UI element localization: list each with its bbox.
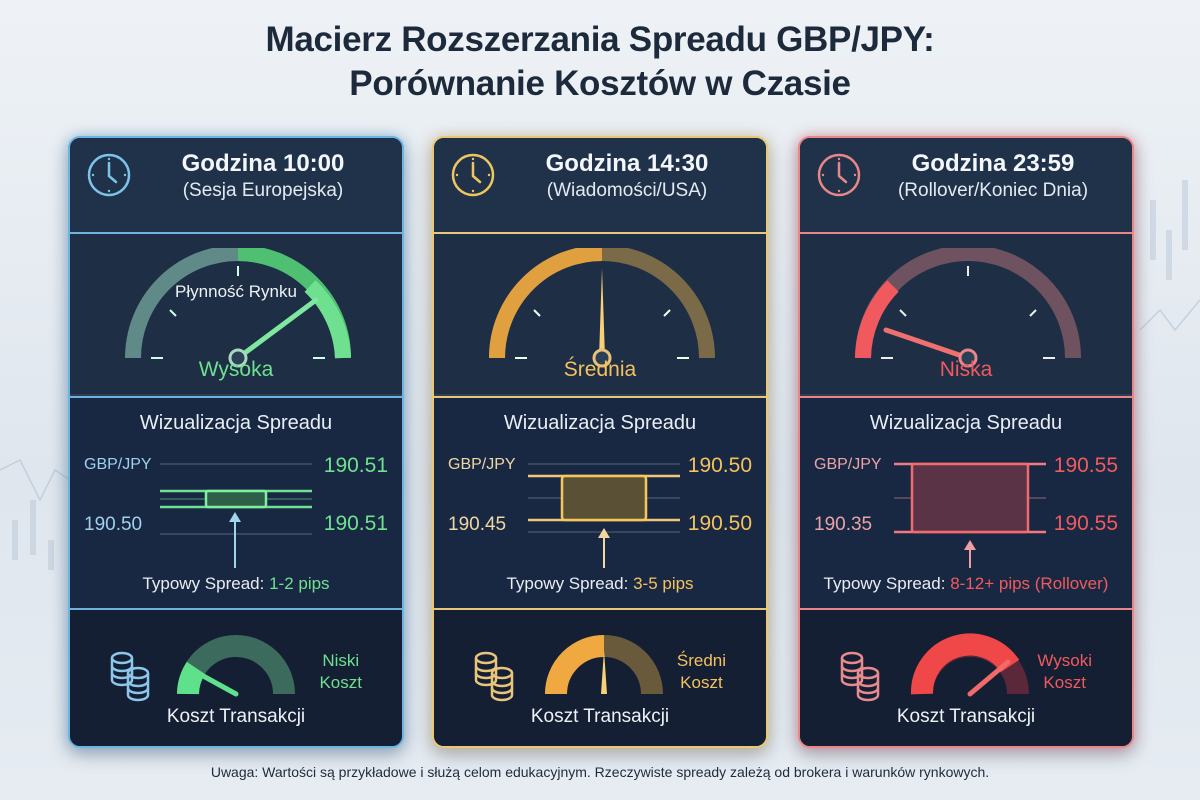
typical-spread-value: 8-12+ pips (Rollover) [950, 574, 1109, 593]
ask-price-top: 190.55 [1053, 454, 1118, 477]
footnote: Uwaga: Wartości są przykładowe i służą c… [210, 764, 990, 780]
typical-spread: Typowy Spread: 8-12+ pips (Rollover) [800, 574, 1132, 594]
liquidity-level: Wysoka [198, 358, 274, 381]
ask-price-top: 190.51 [323, 454, 388, 477]
clock-icon [451, 153, 495, 197]
panel-time: Godzina 23:59 [911, 150, 1075, 177]
liquidity-gauge-section: Średnia [434, 234, 766, 396]
cost-level-line-1: Wysoki [1037, 651, 1092, 670]
liquidity-gauge-section: Płynność Rynku Wysoka [70, 234, 402, 396]
title-line-1: Macierz Rozszerzania Spreadu GBP/JPY: [265, 20, 935, 59]
spread-title: Wizualizacja Spreadu [139, 412, 333, 434]
bid-price: 190.50 [84, 514, 143, 535]
liquidity-gauge-icon [489, 248, 715, 368]
liquidity-gauge-icon [855, 248, 1081, 368]
panel-rollover: Godzina 23:59 (Rollover/Koniec Dnia) Nis… [798, 136, 1134, 748]
cost-level-line-1: Niski [322, 651, 360, 670]
gauge-label: Płynność Rynku [175, 282, 297, 301]
panel-header: Godzina 23:59 (Rollover/Koniec Dnia) [800, 138, 1132, 234]
clock-icon [817, 153, 861, 197]
coins-icon [110, 651, 150, 702]
typical-spread-label: Typowy Spread: [823, 574, 946, 593]
cost-title: Koszt Transakcji [896, 706, 1036, 727]
clock-icon [87, 153, 131, 197]
liquidity-level: Niska [939, 358, 993, 381]
cost-level-line-2: Koszt [680, 673, 723, 692]
cost-level-line-2: Koszt [319, 673, 362, 692]
coins-icon [840, 651, 880, 702]
page-title: Macierz Rozszerzania Spreadu GBP/JPY: Po… [0, 18, 1200, 106]
coins-icon [474, 651, 514, 702]
panel-time: Godzina 10:00 [181, 150, 345, 177]
ask-price-bottom: 190.55 [1053, 512, 1118, 535]
panel-header: Godzina 10:00 (Sesja Europejska) [70, 138, 402, 234]
typical-spread-label: Typowy Spread: [506, 574, 629, 593]
pair-label: GBP/JPY [84, 456, 152, 473]
pair-label: GBP/JPY [448, 456, 516, 473]
cost-level: Wysoki Koszt [1037, 650, 1092, 694]
typical-spread-value: 3-5 pips [633, 574, 694, 593]
cost-level-line-2: Koszt [1043, 673, 1086, 692]
cost-level: Niski Koszt [319, 650, 362, 694]
panel-session: (Sesja Europejska) [182, 180, 344, 201]
cost-gauge-icon [110, 635, 295, 702]
title-line-2: Porównanie Kosztów w Czasie [349, 64, 851, 103]
bid-price: 190.35 [814, 514, 873, 535]
panel-header: Godzina 14:30 (Wiadomości/USA) [434, 138, 766, 234]
panel-session: (Wiadomości/USA) [546, 180, 708, 201]
panel-european-session: Godzina 10:00 (Sesja Europejska) Płynnoś… [68, 136, 404, 748]
panel-news-usa: Godzina 14:30 (Wiadomości/USA) Średnia W… [432, 136, 768, 748]
spread-title: Wizualizacja Spreadu [503, 412, 697, 434]
spread-visualization-section: Wizualizacja Spreadu GBP/JPY 190.45 190.… [434, 396, 766, 610]
transaction-cost-section: Wysoki Koszt Koszt Transakcji [800, 610, 1132, 746]
spread-diagram [894, 462, 1046, 568]
cost-title: Koszt Transakcji [530, 706, 670, 727]
spread-visualization-section: Wizualizacja Spreadu GBP/JPY 190.50 190.… [70, 396, 402, 610]
cost-title: Koszt Transakcji [166, 706, 306, 727]
spread-title: Wizualizacja Spreadu [869, 412, 1063, 434]
panel-session: (Rollover/Koniec Dnia) [897, 180, 1089, 201]
pair-label: GBP/JPY [814, 456, 882, 473]
cost-gauge-icon [474, 635, 663, 702]
transaction-cost-section: Niski Koszt Koszt Transakcji [70, 610, 402, 746]
typical-spread: Typowy Spread: 1-2 pips [70, 574, 402, 594]
liquidity-level: Średnia [563, 358, 637, 381]
cost-gauge-icon [840, 633, 1029, 702]
typical-spread: Typowy Spread: 3-5 pips [434, 574, 766, 594]
cost-level: Średni Koszt [677, 650, 726, 694]
typical-spread-value: 1-2 pips [269, 574, 330, 593]
liquidity-gauge-icon [125, 248, 351, 368]
ask-price-bottom: 190.50 [687, 512, 752, 535]
spread-diagram [528, 463, 680, 568]
transaction-cost-section: Średni Koszt Koszt Transakcji [434, 610, 766, 746]
ask-price-top: 190.50 [687, 454, 752, 477]
cost-level-line-1: Średni [676, 651, 726, 670]
liquidity-gauge-section: Niska [800, 234, 1132, 396]
panel-time: Godzina 14:30 [545, 150, 709, 177]
bid-price: 190.45 [448, 514, 507, 535]
spread-diagram [160, 463, 312, 568]
spread-visualization-section: Wizualizacja Spreadu GBP/JPY 190.35 190.… [800, 396, 1132, 610]
typical-spread-label: Typowy Spread: [142, 574, 265, 593]
ask-price-bottom: 190.51 [323, 512, 388, 535]
